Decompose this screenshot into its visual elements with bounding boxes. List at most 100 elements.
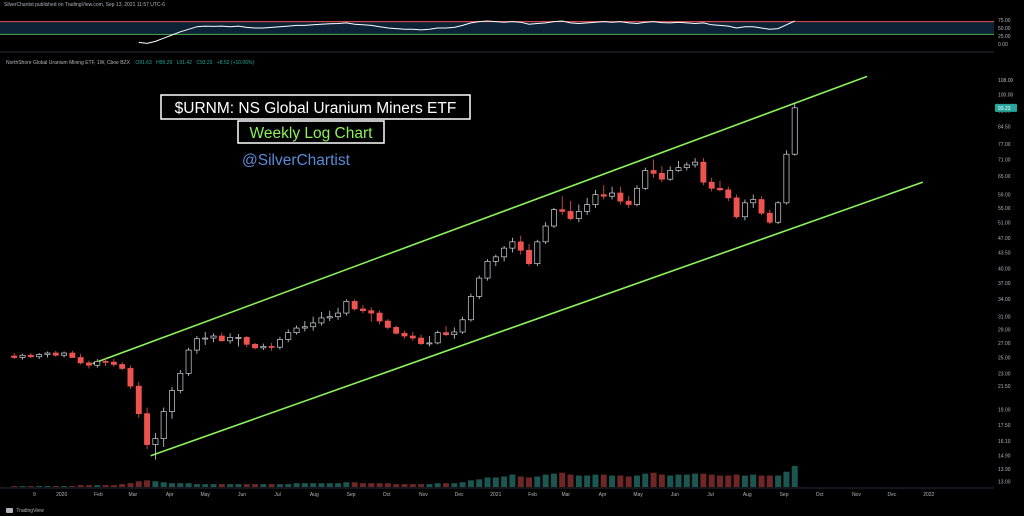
volume-bar [409,484,416,487]
ohlc-close: C93.23 [196,60,212,66]
rsi-band [0,21,994,35]
price-axis: 108.00100.0092.0084.5077.0071.0065.0059.… [995,78,1017,486]
candle [642,167,649,190]
subtitle-annotation[interactable]: Weekly Log Chart [237,120,385,144]
volume-bar [127,483,134,487]
candle-body [77,357,84,364]
candle-body [766,212,773,223]
candle-body [11,355,18,358]
footer-brand[interactable]: TradingView [6,508,44,514]
candle [52,350,59,357]
time-tick-label: Jul [707,492,713,498]
candle-body [318,317,325,324]
candle-body [592,194,599,205]
volume-bar [318,483,325,487]
price-tick-label: 65.00 [998,174,1011,180]
candle [584,197,591,215]
volume-bar [69,486,76,487]
candle-body [152,438,159,445]
candle [600,185,607,200]
price-tick-label: 100.00 [998,93,1014,99]
candle-body [326,316,333,319]
volume-bar [285,484,292,487]
title-text: $URNM: NS Global Uranium Miners ETF [175,100,457,117]
rsi-tick-label: 25.00 [998,34,1011,40]
candle [617,186,624,205]
candle-body [550,209,557,227]
candle [27,353,34,359]
candle-body [700,161,707,183]
candle [550,207,557,228]
candle [185,347,192,376]
candle-body [94,360,101,366]
candle-body [642,170,649,189]
candle-body [426,342,433,345]
price-tick-label: 16.10 [998,439,1011,445]
candles [11,103,798,460]
volume-bar [667,475,674,487]
volume-bar [401,484,408,487]
volume-bar [442,483,449,487]
candle [293,325,300,335]
candle [725,186,732,202]
candle-body [384,320,391,328]
candle [11,353,18,360]
volume-bar [11,486,18,487]
candle [459,316,466,334]
volume-bar [293,483,300,487]
volume-bar [326,483,333,487]
candle-body [617,192,624,202]
volume-bar [766,475,773,487]
candle-body [202,337,209,340]
time-tick-label: Oct [816,492,824,498]
candle-body [69,352,76,358]
price-tick-label: 13.00 [998,480,1011,486]
candle [368,307,375,322]
volume-bar [484,477,491,487]
volume-bar [376,483,383,487]
volume-bar [243,484,250,487]
rsi-line [138,20,795,44]
time-tick-label: 2020 [56,492,67,498]
candle [575,204,582,223]
volume-bar [559,472,566,487]
candle-body [542,225,549,243]
candle [426,336,433,347]
candle-body [658,172,665,180]
candle [409,331,416,341]
time-tick-label: Mar [561,492,570,498]
candle-body [584,204,591,212]
volume-bar [351,482,358,487]
volume-bar [160,482,167,487]
candle [218,332,225,342]
title-annotation[interactable]: $URNM: NS Global Uranium Miners ETF [160,94,471,120]
candle [667,166,674,181]
volume-bar [733,474,740,487]
svg-text:NorthShore Global Uranium Mini: NorthShore Global Uranium Mining ETF, 1W… [6,60,254,66]
candle [708,177,715,192]
volume-bar [650,472,657,487]
volume-bar [102,485,109,487]
candle [119,362,126,371]
time-tick-label: May [200,492,210,498]
candle [401,330,408,339]
candle [609,186,616,200]
candle-body [110,361,117,365]
candle [301,321,308,332]
candle [775,201,782,225]
volume-bar [675,474,682,487]
volume-bar [642,473,649,487]
volume-bar [526,477,533,487]
candle [268,342,275,351]
candle-body [667,170,674,180]
candle-body [52,352,59,356]
candle-body [443,332,449,336]
candle-body [19,354,26,358]
volume-bar [725,475,732,487]
candle [717,180,723,192]
candle-body [401,332,408,337]
candle-body [127,368,134,387]
candle-body [310,322,317,328]
time-tick-label: Feb [94,492,103,498]
candle [127,365,134,389]
